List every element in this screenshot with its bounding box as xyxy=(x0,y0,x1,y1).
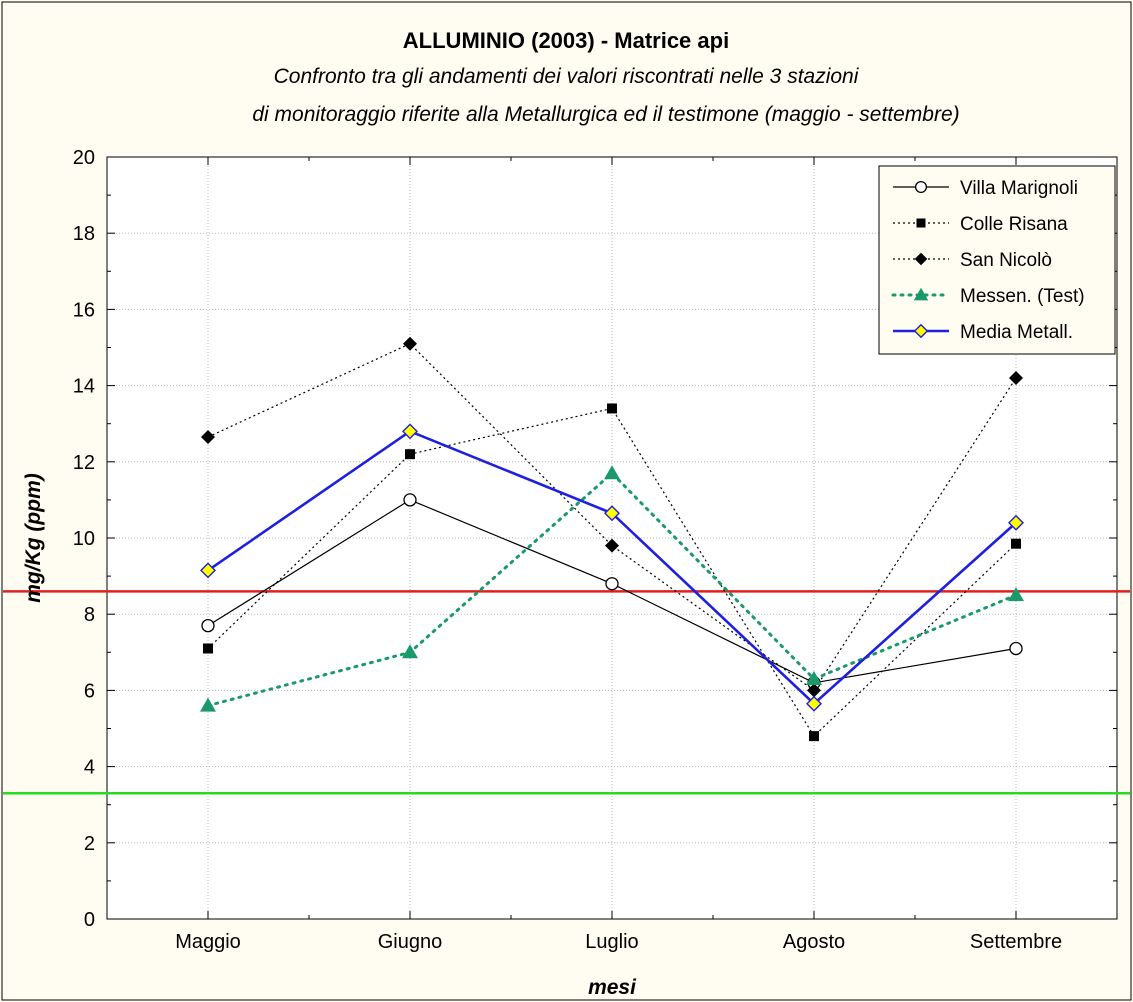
chart-subtitle-line-1: Confronto tra gli andamenti dei valori r… xyxy=(274,65,860,88)
x-tick-label-2: Luglio xyxy=(585,931,638,953)
y-tick-label-4: 8 xyxy=(84,604,95,626)
y-axis-label: mg/Kg (ppm) xyxy=(22,473,45,602)
series-line-1 xyxy=(207,407,1017,738)
point-s1-1 xyxy=(405,449,415,460)
legend-marker-2 xyxy=(914,252,928,266)
point-s3-3 xyxy=(806,670,822,685)
chart-title: ALLUMINIO (2003) - Matrice api xyxy=(403,28,729,53)
point-s2-0 xyxy=(201,430,215,445)
point-s2-1 xyxy=(403,336,417,351)
point-s3-2 xyxy=(604,465,620,480)
point-s2-2 xyxy=(605,538,619,553)
x-tick-label-3: Agosto xyxy=(783,931,845,953)
point-s0-4 xyxy=(1009,641,1023,656)
y-tick-label-1: 2 xyxy=(84,833,95,855)
chart-subtitle-line-2: di monitoraggio riferite alla Metallurgi… xyxy=(252,103,959,126)
x-tick-label-4: Settembre xyxy=(970,931,1062,953)
y-tick-label-3: 6 xyxy=(84,680,95,702)
legend-label-0: Villa Marignoli xyxy=(960,178,1078,199)
y-tick-label-8: 16 xyxy=(73,299,95,321)
point-s3-4 xyxy=(1008,587,1024,602)
y-tick-label-10: 20 xyxy=(73,147,95,169)
x-tick-label-1: Giugno xyxy=(378,931,443,953)
y-tick-label-5: 10 xyxy=(73,528,95,550)
point-s1-4 xyxy=(1011,538,1021,549)
legend-label-2: San Nicolò xyxy=(960,250,1052,271)
point-s3-1 xyxy=(402,644,418,659)
reference-lines xyxy=(3,590,1130,795)
point-s1-3 xyxy=(809,731,819,742)
legend-marker-4 xyxy=(913,323,929,339)
point-s1-0 xyxy=(203,643,213,654)
series-markers xyxy=(200,336,1024,742)
y-tick-label-6: 12 xyxy=(73,452,95,474)
axes: 0 2 4 6 8 10 12 14 16 18 20 Maggio Giugno Luglio Agost… xyxy=(73,147,1117,953)
point-s2-3 xyxy=(807,683,821,698)
x-tick-label-0: Maggio xyxy=(175,931,241,953)
legend-marker-3 xyxy=(913,287,929,301)
y-tick-label-9: 18 xyxy=(73,223,95,245)
x-axis-label: mesi xyxy=(588,976,637,999)
point-s4-1 xyxy=(402,423,418,440)
legend: Villa Marignoli Colle Risana San Nicolò Mes… xyxy=(878,165,1116,355)
point-s3-0 xyxy=(200,697,216,712)
legend-label-1: Colle Risana xyxy=(960,214,1068,235)
point-s4-3 xyxy=(806,695,822,712)
point-s0-1 xyxy=(403,493,417,507)
y-tick-label-2: 4 xyxy=(84,757,95,779)
legend-marker-0 xyxy=(914,180,928,194)
point-s4-0 xyxy=(200,562,216,579)
point-s0-0 xyxy=(201,618,215,633)
point-s2-4 xyxy=(1009,370,1023,385)
legend-label-3: Messen. (Test) xyxy=(960,286,1085,307)
legend-label-4: Media Metall. xyxy=(960,322,1073,343)
point-s4-4 xyxy=(1008,514,1024,531)
legend-marker-1 xyxy=(916,218,926,228)
y-tick-label-7: 14 xyxy=(73,376,95,398)
point-s4-2 xyxy=(604,505,620,522)
y-tick-label-0: 0 xyxy=(84,909,95,931)
series-line-2 xyxy=(207,342,1017,692)
point-s1-2 xyxy=(607,403,617,414)
point-s0-2 xyxy=(605,577,619,591)
